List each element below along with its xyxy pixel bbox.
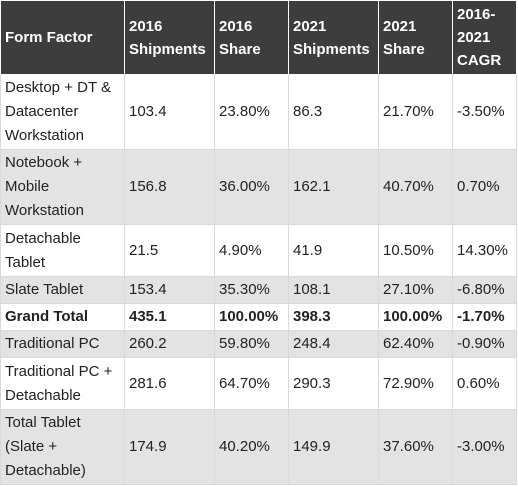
shipments-2021-cell: 248.4 bbox=[288, 330, 379, 358]
form-factor-cell: Slate Tablet bbox=[0, 276, 125, 304]
form-factor-cell: Traditional PC + Detachable bbox=[0, 357, 125, 410]
header-form-factor: Form Factor bbox=[0, 0, 125, 75]
form-factor-cell: Detachable Tablet bbox=[0, 224, 125, 277]
share-2016-cell: 64.70% bbox=[214, 357, 289, 410]
table-row: Slate Tablet 153.4 35.30% 108.1 27.10% -… bbox=[0, 276, 517, 304]
shipments-2016-cell: 281.6 bbox=[124, 357, 215, 410]
table-row: Desktop + DT & Datacenter Workstation 10… bbox=[0, 74, 517, 150]
share-2016-cell: 35.30% bbox=[214, 276, 289, 304]
shipments-2016-cell: 103.4 bbox=[124, 74, 215, 150]
form-factor-cell: Notebook + Mobile Workstation bbox=[0, 149, 125, 225]
shipments-2021-cell: 162.1 bbox=[288, 149, 379, 225]
share-2016-cell: 4.90% bbox=[214, 224, 289, 277]
shipments-2021-cell: 290.3 bbox=[288, 357, 379, 410]
form-factor-cell: Traditional PC bbox=[0, 330, 125, 358]
form-factor-cell: Total Tablet (Slate + Detachable) bbox=[0, 409, 125, 485]
shipments-2021-cell: 149.9 bbox=[288, 409, 379, 485]
share-2016-cell: 40.20% bbox=[214, 409, 289, 485]
form-factor-cell: Desktop + DT & Datacenter Workstation bbox=[0, 74, 125, 150]
shipments-2021-cell: 398.3 bbox=[288, 303, 379, 331]
share-2016-cell: 36.00% bbox=[214, 149, 289, 225]
cagr-cell: -6.80% bbox=[452, 276, 517, 304]
shipments-2016-cell: 153.4 bbox=[124, 276, 215, 304]
share-2021-cell: 21.70% bbox=[378, 74, 453, 150]
cagr-cell: -3.50% bbox=[452, 74, 517, 150]
table-row: Traditional PC + Detachable 281.6 64.70%… bbox=[0, 357, 517, 410]
shipments-2016-cell: 156.8 bbox=[124, 149, 215, 225]
header-2021-share: 2021 Share bbox=[378, 0, 453, 75]
share-2021-cell: 72.90% bbox=[378, 357, 453, 410]
cagr-cell: -1.70% bbox=[452, 303, 517, 331]
share-2016-cell: 100.00% bbox=[214, 303, 289, 331]
share-2016-cell: 59.80% bbox=[214, 330, 289, 358]
table-row: Detachable Tablet 21.5 4.90% 41.9 10.50%… bbox=[0, 224, 517, 277]
shipments-2016-cell: 260.2 bbox=[124, 330, 215, 358]
share-2021-cell: 37.60% bbox=[378, 409, 453, 485]
header-2021-shipments: 2021 Shipments bbox=[288, 0, 379, 75]
cagr-cell: -3.00% bbox=[452, 409, 517, 485]
grand-total-row: Grand Total 435.1 100.00% 398.3 100.00% … bbox=[0, 303, 517, 331]
share-2021-cell: 100.00% bbox=[378, 303, 453, 331]
cagr-cell: 0.60% bbox=[452, 357, 517, 410]
cagr-cell: -0.90% bbox=[452, 330, 517, 358]
share-2021-cell: 27.10% bbox=[378, 276, 453, 304]
share-2021-cell: 10.50% bbox=[378, 224, 453, 277]
shipments-2021-cell: 108.1 bbox=[288, 276, 379, 304]
shipments-2021-cell: 86.3 bbox=[288, 74, 379, 150]
table-row: Traditional PC 260.2 59.80% 248.4 62.40%… bbox=[0, 330, 517, 358]
shipments-2016-cell: 21.5 bbox=[124, 224, 215, 277]
share-2016-cell: 23.80% bbox=[214, 74, 289, 150]
shipments-2016-cell: 174.9 bbox=[124, 409, 215, 485]
table-row: Total Tablet (Slate + Detachable) 174.9 … bbox=[0, 409, 517, 485]
header-2016-share: 2016 Share bbox=[214, 0, 289, 75]
share-2021-cell: 62.40% bbox=[378, 330, 453, 358]
header-cagr: 2016-2021 CAGR bbox=[452, 0, 517, 75]
cagr-cell: 14.30% bbox=[452, 224, 517, 277]
shipments-2021-cell: 41.9 bbox=[288, 224, 379, 277]
header-row: Form Factor 2016 Shipments 2016 Share 20… bbox=[0, 0, 517, 75]
header-2016-shipments: 2016 Shipments bbox=[124, 0, 215, 75]
share-2021-cell: 40.70% bbox=[378, 149, 453, 225]
shipments-2016-cell: 435.1 bbox=[124, 303, 215, 331]
cagr-cell: 0.70% bbox=[452, 149, 517, 225]
table-row: Notebook + Mobile Workstation 156.8 36.0… bbox=[0, 149, 517, 225]
form-factor-cell: Grand Total bbox=[0, 303, 125, 331]
